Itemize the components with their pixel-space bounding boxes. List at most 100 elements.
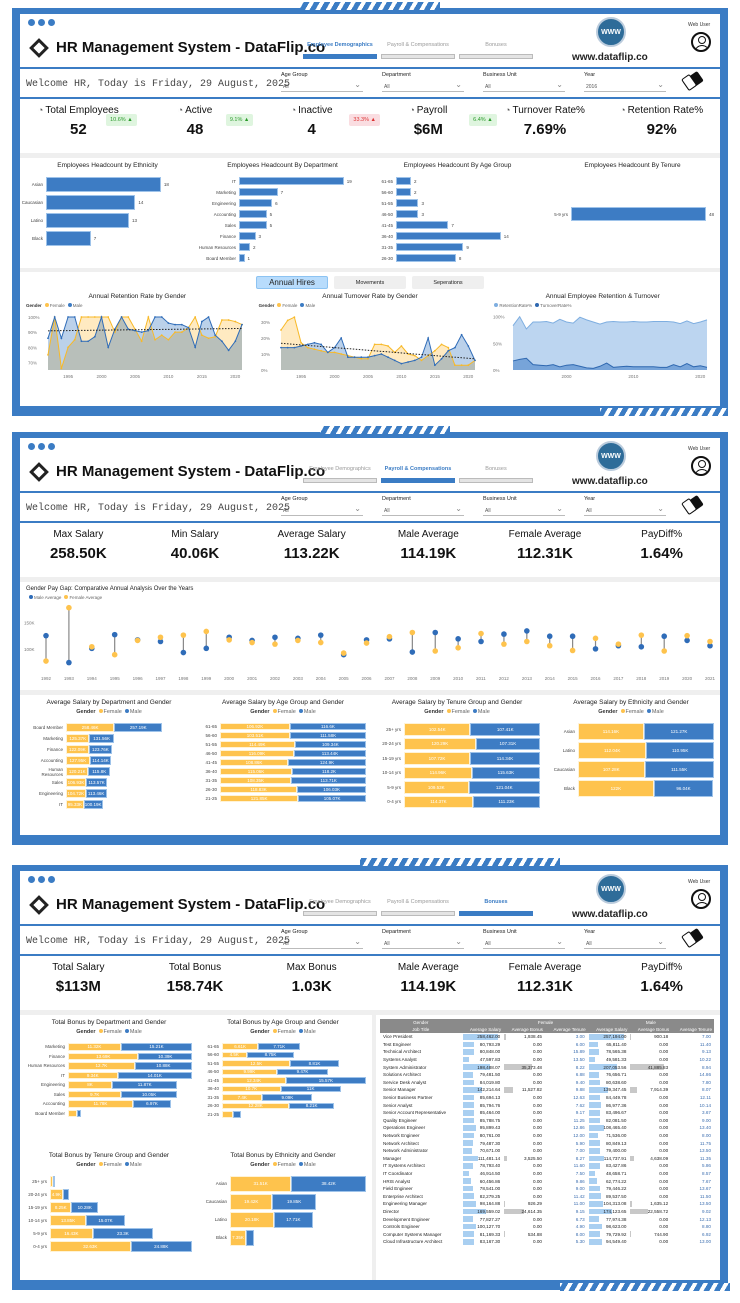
globe-icon[interactable]: WWW [596, 441, 626, 471]
table-cell: 60,456.86 [462, 1177, 504, 1185]
button-annual-hires[interactable]: Annual Hires [256, 276, 328, 289]
table-row[interactable]: Senior Manager 142,214.64 11,527.82 9.88 139… [380, 1086, 714, 1094]
tab-bonuses[interactable]: Bonuses [459, 899, 533, 916]
clear-filters-icon[interactable] [682, 494, 704, 516]
tab-demographics[interactable]: Employee Demographics [303, 466, 377, 483]
column-header[interactable]: Average Bonus [629, 1026, 672, 1033]
table-row[interactable]: Cloud Infrastructure Architect 83,167.30 0… [380, 1238, 714, 1246]
table-row[interactable]: Service Desk Analyst 84,019.80 0.00 9.40 80,… [380, 1079, 714, 1087]
table-cell: 4,638.09 [629, 1155, 671, 1163]
table-row[interactable]: Operations Engineer 95,899.43 0.00 12.86 108… [380, 1124, 714, 1132]
user-avatar-icon[interactable] [691, 889, 711, 909]
column-header[interactable]: Average Salary [461, 1026, 504, 1033]
table-cell: 8.22 [545, 1063, 588, 1071]
filter-dropdown[interactable]: All [281, 80, 363, 92]
table-row[interactable]: IT Coordinator 46,914.50 0.00 7.50 48,658.71… [380, 1170, 714, 1178]
filter-dropdown[interactable]: All [281, 504, 363, 516]
column-header[interactable]: Average Salary [587, 1026, 630, 1033]
filter-dropdown[interactable]: All [382, 504, 464, 516]
clear-filters-icon[interactable] [682, 927, 704, 949]
bar-row: Sales 5 [195, 221, 364, 229]
site-link[interactable]: www.dataflip.co [572, 476, 648, 487]
table-row[interactable]: System Administrator 198,488.07 35,373.48 8… [380, 1063, 714, 1071]
filter-dropdown[interactable]: All [382, 937, 464, 949]
column-header[interactable]: Average Tenure [671, 1026, 714, 1033]
tab-demographics[interactable]: Employee Demographics [303, 899, 377, 916]
salary-bar [462, 1178, 471, 1184]
filter-dropdown[interactable]: All [584, 504, 666, 516]
table-row[interactable]: Senior Business Partner 85,694.13 0.00 12.6… [380, 1094, 714, 1102]
tab-bonuses[interactable]: Bonuses [459, 42, 533, 59]
cell-value: 85,464.00 [479, 1110, 501, 1116]
tab-demographics[interactable]: Employee Demographics [303, 42, 377, 59]
header-job-title[interactable]: Job Title [380, 1026, 462, 1033]
filter-dropdown[interactable]: All [483, 937, 565, 949]
cell-value: 534.88 [527, 1231, 542, 1237]
table-cell: 0.00 [503, 1056, 545, 1064]
legend-marker [300, 303, 305, 307]
tab-payroll[interactable]: Payroll & Compensations [381, 466, 455, 483]
filter-dropdown[interactable]: All [584, 937, 666, 949]
table-row[interactable]: IT Systems Architect 78,793.40 0.00 11.60 83… [380, 1162, 714, 1170]
female-bar: 13.69K [68, 1052, 139, 1060]
table-row[interactable]: Enterprise Architect 82,279.25 0.00 11.42 89… [380, 1192, 714, 1200]
table-row[interactable]: Technical Architect 80,848.00 0.00 15.89 78,… [380, 1048, 714, 1056]
bar-row: Board Member [26, 1109, 192, 1117]
data-point [279, 329, 282, 331]
table-row[interactable]: Engineering Manager 98,164.88 926.29 11.00 1… [380, 1200, 714, 1208]
kpi-card: PayDiff% 1.64% [603, 523, 720, 577]
globe-icon[interactable]: WWW [596, 17, 626, 47]
site-link[interactable]: www.dataflip.co [572, 909, 648, 920]
table-row[interactable]: Solutions Architect 79,481.50 0.00 6.88 76,6… [380, 1071, 714, 1079]
dot-icon [28, 443, 35, 450]
bar-row: IT 19 [195, 177, 364, 185]
table-row[interactable]: Network Administrator 70,671.00 0.00 7.00 79… [380, 1147, 714, 1155]
table-row[interactable]: Network Architect 79,487.30 0.00 5.90 80,849… [380, 1139, 714, 1147]
column-header[interactable]: Average Bonus [503, 1026, 545, 1033]
tab-payroll[interactable]: Payroll & Compensations [381, 899, 455, 916]
table-row[interactable]: Controls Engineer 100,127.70 0.00 4.90 98,62… [380, 1223, 714, 1231]
female-average-point [684, 632, 690, 639]
x-tick-label: 1998 [178, 676, 189, 681]
salary-bar [462, 1056, 470, 1063]
female-average-point [661, 648, 668, 654]
legend-male-marker [298, 709, 303, 713]
button-movements[interactable]: Movements [334, 276, 406, 289]
dashboard-canvas: HR Management System - DataFlip.co Employ… [20, 438, 720, 835]
tab-payroll[interactable]: Payroll & Compensations [381, 42, 455, 59]
table-row[interactable]: Field Engineer 78,541.00 0.00 9.00 79,446.22… [380, 1185, 714, 1193]
filter-dropdown[interactable]: All [382, 80, 464, 92]
cell-value: 80,761.00 [479, 1133, 501, 1139]
table-row[interactable]: Senior Account Representative 85,464.00 0.… [380, 1109, 714, 1117]
filter-dropdown[interactable]: All [483, 504, 565, 516]
filter-dropdown[interactable]: 2016 [584, 80, 666, 92]
table-row[interactable]: Senior Analyst 85,794.76 0.00 7.62 86,977.36… [380, 1101, 714, 1109]
user-avatar-icon[interactable] [691, 32, 711, 52]
table-row[interactable]: Manager 111,481.14 3,525.50 8.27 114,737.91 4… [380, 1155, 714, 1163]
table-row[interactable]: Network Engineer 80,761.00 0.00 12.00 71,536… [380, 1132, 714, 1140]
filter-dropdown[interactable]: All [483, 80, 565, 92]
table-row[interactable]: Vice President 258,462.00 1,938.45 3.00 257,… [380, 1033, 714, 1041]
bar-row: 31-35 9 [370, 243, 539, 251]
site-link[interactable]: www.dataflip.co [572, 52, 648, 63]
cell-value: 41,885.83 [647, 1064, 669, 1070]
table-row[interactable]: Computer Systems Manager 81,169.33 534.88 8… [380, 1230, 714, 1238]
globe-icon[interactable]: WWW [596, 874, 626, 904]
filter-dropdown[interactable]: All [281, 937, 363, 949]
cell-value: 82,279.25 [479, 1193, 501, 1199]
bars: 5-9 yrs 48 [545, 169, 720, 221]
table-row[interactable]: Test Engineer 80,793.29 0.00 6.00 65,811.40 0… [380, 1041, 714, 1049]
table-row[interactable]: HRIS Analyst 60,456.86 0.00 9.86 62,774.22 0.… [380, 1177, 714, 1185]
table-row[interactable]: Development Engineer 77,827.27 0.00 6.73 77,… [380, 1215, 714, 1223]
table-row[interactable]: Systems Analyst 47,597.83 0.00 13.50 49,581.… [380, 1056, 714, 1064]
table-row[interactable]: Director 169,559.02 24,614.35 9.15 174,123.6… [380, 1208, 714, 1216]
data-point [400, 362, 402, 365]
tab-bonuses[interactable]: Bonuses [459, 466, 533, 483]
cell-value: 79,481.50 [479, 1072, 501, 1078]
clear-filters-icon[interactable] [682, 70, 704, 92]
table-row[interactable]: Quality Engineer 85,788.75 0.00 11.25 82,081… [380, 1117, 714, 1125]
column-header[interactable]: Average Tenure [544, 1026, 588, 1033]
cell-value: 9.02 [702, 1208, 711, 1214]
button-seperations[interactable]: Seperations [412, 276, 484, 289]
user-avatar-icon[interactable] [691, 456, 711, 476]
